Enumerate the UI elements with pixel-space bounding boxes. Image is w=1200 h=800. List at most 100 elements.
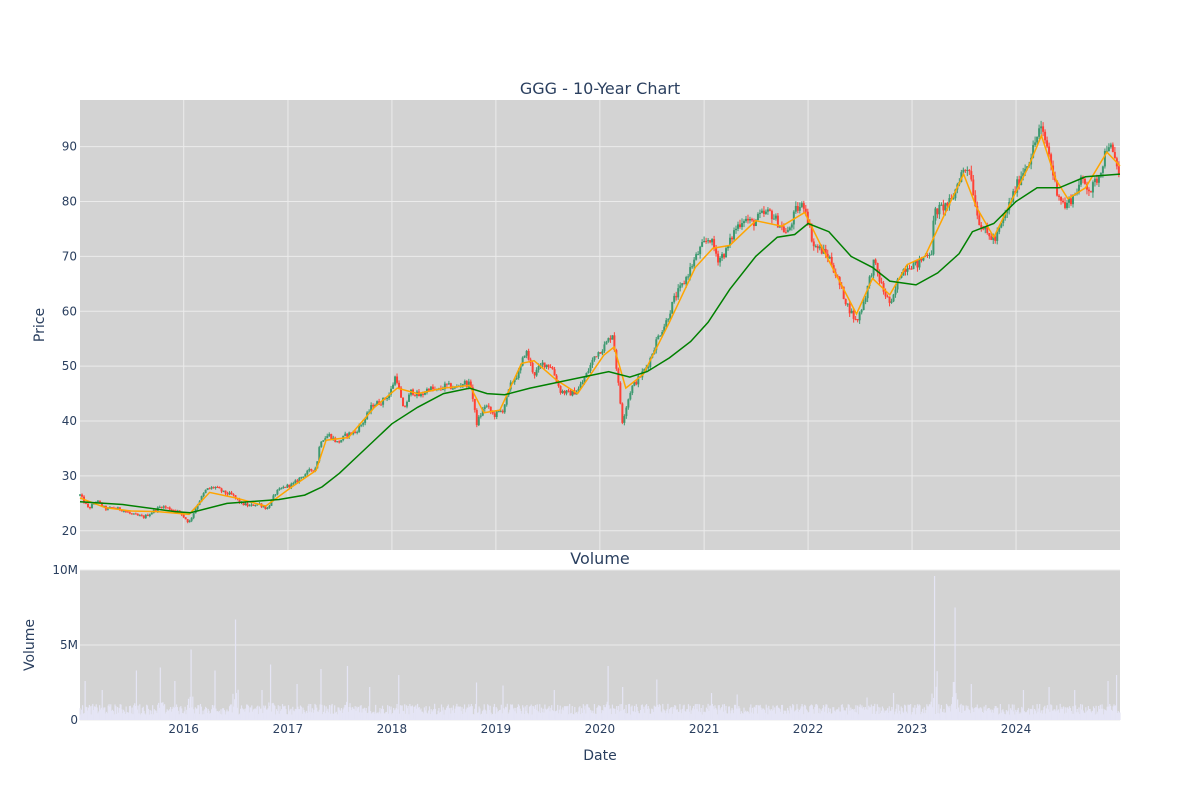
candle [756, 212, 759, 221]
candle [687, 273, 690, 280]
candle-body [214, 486, 217, 488]
volume-bar [604, 707, 606, 720]
volume-bar [722, 711, 725, 720]
candle-body [300, 476, 303, 478]
candle [1034, 136, 1037, 148]
volume-bar [222, 708, 225, 720]
volume-bar [911, 712, 913, 720]
volume-bar [851, 709, 854, 720]
candle-body [190, 517, 193, 521]
volume-bar [513, 707, 515, 720]
volume-bar [323, 705, 326, 720]
candle-body [689, 267, 692, 277]
volume-bar [549, 711, 551, 720]
volume-bar [186, 709, 188, 720]
candle-body [587, 370, 590, 373]
candle [699, 245, 702, 259]
volume-bar [81, 709, 83, 720]
volume-bar [522, 707, 525, 720]
volume-bar [354, 706, 356, 720]
volume-bar [405, 705, 408, 720]
candle [731, 236, 734, 244]
volume-bar [504, 706, 507, 720]
volume-bar [473, 714, 475, 720]
volume-bar [921, 711, 923, 720]
candle [402, 397, 405, 407]
volume-bar [903, 713, 905, 720]
volume-bar [461, 707, 463, 720]
volume-bar [324, 713, 326, 720]
volume-bar [1102, 708, 1104, 720]
volume-bar [193, 709, 195, 720]
volume-bar [558, 709, 561, 720]
candle [146, 513, 149, 517]
volume-bar [681, 708, 684, 720]
candle [559, 385, 562, 395]
volume-bar [417, 707, 420, 720]
candle-body [605, 341, 608, 345]
candle-body [390, 388, 393, 395]
volume-bar [866, 697, 868, 720]
candle [338, 440, 341, 444]
volume-bar [968, 709, 970, 720]
volume-bar [313, 709, 315, 720]
candle-body [150, 512, 153, 515]
candle-body [549, 367, 552, 369]
volume-bar [610, 714, 613, 720]
volume-bar [92, 703, 94, 720]
volume-bar [1072, 706, 1074, 720]
volume-bar [111, 710, 113, 720]
volume-bar [1014, 714, 1016, 720]
volume-bar [476, 713, 478, 720]
candle [788, 226, 791, 232]
volume-bar [533, 706, 535, 720]
volume-bar [1103, 714, 1105, 720]
volume-bar [1062, 708, 1064, 720]
volume-bar [826, 704, 828, 720]
volume-bar [933, 697, 935, 720]
candle-body [864, 298, 867, 302]
volume-bar [595, 713, 597, 720]
volume-bar [1033, 708, 1036, 720]
volume-bar [240, 705, 243, 720]
candle-body [882, 283, 885, 292]
volume-bar [232, 693, 234, 720]
candle-body [130, 513, 133, 515]
candle-body [657, 335, 660, 340]
candle-body [80, 494, 83, 497]
volume-bar [1087, 706, 1089, 720]
volume-bar [814, 707, 816, 720]
volume-bar [906, 713, 908, 720]
candle-body [559, 386, 562, 393]
candle-body [120, 510, 123, 512]
volume-bar [1068, 709, 1070, 720]
volume-bar [375, 704, 377, 720]
volume-bar [547, 707, 549, 720]
candle-body [264, 506, 267, 509]
candle-body [475, 409, 478, 426]
candle-body [746, 218, 749, 221]
volume-bar [149, 709, 151, 720]
volume-bar [1048, 687, 1050, 720]
candle-body [338, 441, 341, 443]
volume-bar [775, 713, 777, 720]
volume-bar [216, 711, 219, 720]
volume-bar [963, 705, 965, 720]
candle-body [278, 488, 281, 490]
volume-bar [804, 705, 807, 720]
candle [162, 505, 165, 509]
candle [970, 165, 973, 182]
volume-bar [542, 708, 544, 720]
volume-bar [559, 705, 561, 720]
volume-bar [662, 703, 664, 720]
volume-bar [106, 713, 108, 720]
volume-bar [728, 706, 730, 720]
volume-bar [277, 705, 279, 720]
candle-body [756, 213, 759, 221]
volume-bar [951, 696, 954, 720]
volume-bar [581, 708, 583, 720]
volume-bar [610, 708, 612, 720]
volume-bar [1052, 710, 1054, 720]
candle [948, 194, 951, 211]
candle [128, 511, 131, 515]
